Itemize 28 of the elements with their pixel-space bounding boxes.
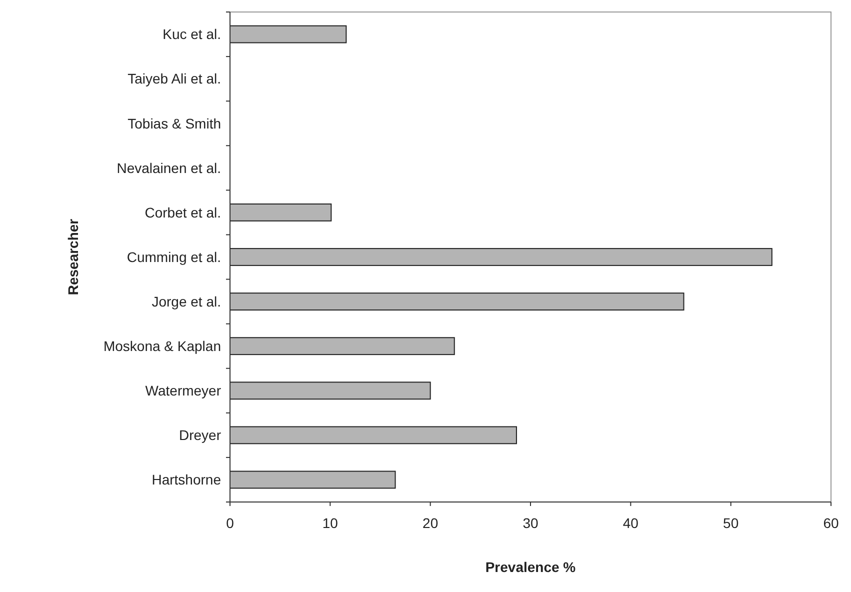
x-tick-label: 30 [522, 515, 538, 531]
x-tick-label: 40 [622, 515, 639, 531]
x-tick-label: 50 [723, 515, 739, 531]
bar [230, 426, 517, 444]
bar [230, 470, 396, 489]
y-tick-label: Moskona & Kaplan [103, 338, 221, 354]
x-tick-label: 60 [823, 515, 839, 531]
y-tick-label: Tobias & Smith [128, 115, 221, 132]
y-tick-label: Taiyeb Ali et al. [128, 70, 221, 87]
bar [230, 25, 347, 44]
x-axis-title: Prevalence % [485, 559, 576, 575]
bar [230, 292, 684, 311]
y-axis-title: Researcher [64, 218, 81, 296]
x-tick-label: 0 [226, 515, 234, 531]
bar [230, 248, 772, 266]
y-tick-label: Hartshorne [152, 472, 222, 488]
x-tick-label: 20 [422, 515, 438, 531]
bar [230, 382, 431, 400]
x-tick-label: 10 [322, 515, 338, 531]
bar [230, 203, 332, 222]
y-tick-label: Dreyer [178, 427, 222, 444]
y-tick-label: Nevalainen et al. [116, 160, 221, 176]
y-tick-label: Watermeyer [145, 382, 222, 399]
bar [230, 337, 455, 356]
y-tick-label: Cumming et al. [126, 248, 221, 265]
y-tick-label: Kuc et al. [162, 26, 221, 42]
y-tick-label: Jorge et al. [152, 293, 221, 310]
y-tick-label: Corbet et al. [144, 204, 221, 220]
